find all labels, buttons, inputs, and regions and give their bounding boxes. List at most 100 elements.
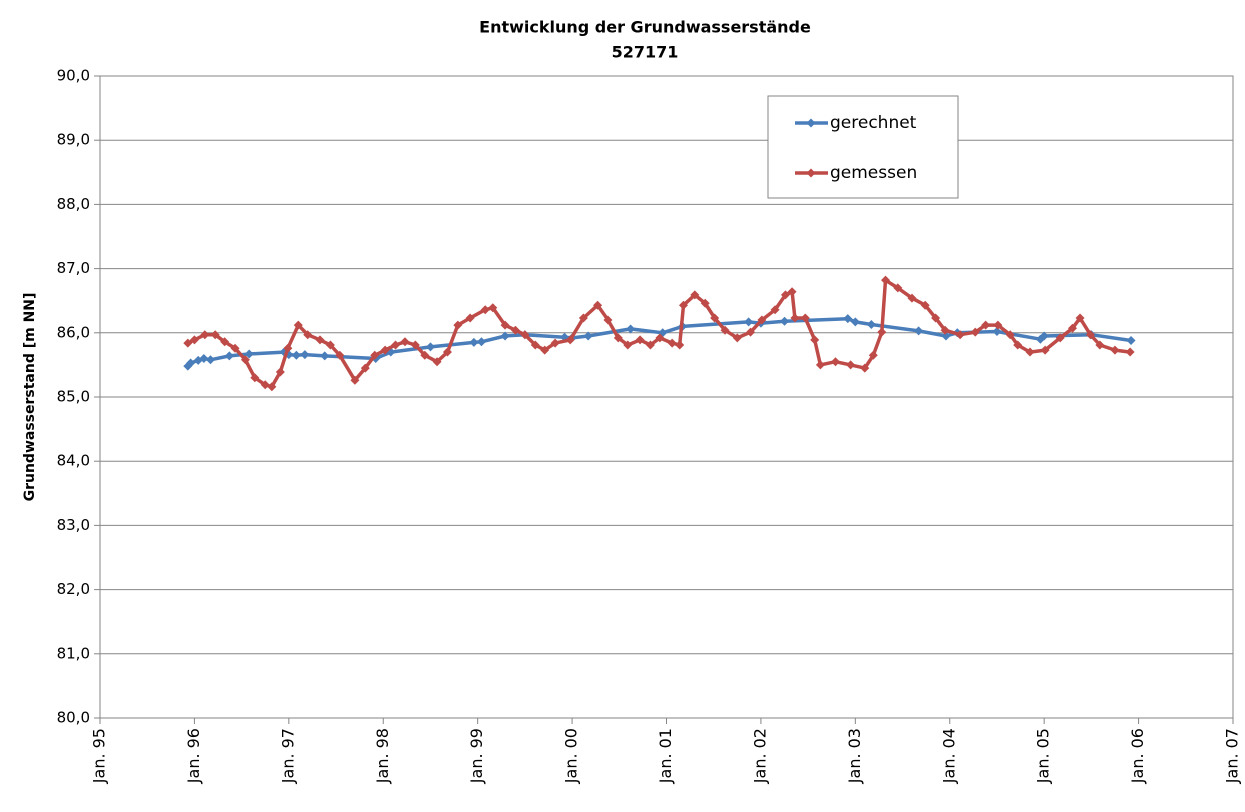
data-point — [300, 350, 310, 360]
data-point — [540, 345, 550, 355]
y-tick-label: 88,0 — [57, 195, 90, 213]
data-point — [260, 380, 270, 390]
data-point — [941, 331, 951, 341]
data-point — [432, 357, 442, 367]
x-tick-label: Jan. 07 — [1223, 728, 1242, 784]
data-point — [645, 340, 655, 350]
x-tick-label: Jan. 02 — [750, 728, 769, 784]
data-point — [770, 305, 780, 315]
data-point — [350, 375, 360, 385]
data-point — [667, 338, 677, 348]
data-point — [1040, 345, 1050, 355]
data-point — [790, 313, 800, 323]
x-tick-label: Jan. 05 — [1034, 728, 1053, 784]
data-point — [868, 350, 878, 360]
x-tick-label: Jan. 99 — [467, 728, 486, 784]
legend-marker — [806, 118, 816, 128]
data-point — [920, 300, 930, 310]
data-point — [335, 350, 345, 360]
data-point — [1013, 340, 1023, 350]
data-point — [907, 293, 917, 303]
data-point — [623, 340, 633, 350]
data-point — [183, 338, 193, 348]
x-tick-label: Jan. 04 — [939, 728, 958, 784]
data-point — [992, 327, 1002, 337]
data-point — [210, 330, 220, 340]
data-point — [914, 326, 924, 336]
data-point — [1125, 347, 1135, 357]
data-point — [675, 340, 685, 350]
data-point — [710, 313, 720, 323]
data-point — [613, 333, 623, 343]
chart-subtitle: 527171 — [612, 43, 679, 62]
data-point — [1095, 340, 1105, 350]
data-point — [720, 325, 730, 335]
data-point — [186, 358, 196, 368]
data-point — [850, 317, 860, 327]
data-point — [655, 333, 665, 343]
data-point — [1075, 313, 1085, 323]
legend-label: gemessen — [830, 163, 917, 183]
data-point — [530, 340, 540, 350]
data-point — [1005, 330, 1015, 340]
y-tick-label: 83,0 — [57, 516, 90, 534]
data-point — [293, 320, 303, 330]
data-point — [746, 327, 756, 337]
y-tick-label: 90,0 — [57, 67, 90, 85]
data-point — [635, 335, 645, 345]
data-point — [205, 355, 215, 365]
data-point — [480, 305, 490, 315]
data-point — [955, 330, 965, 340]
data-point — [500, 320, 510, 330]
data-point — [970, 327, 980, 337]
y-tick-label: 80,0 — [57, 709, 90, 727]
data-point — [780, 316, 790, 326]
data-point — [1110, 345, 1120, 355]
data-point — [442, 347, 452, 357]
data-point — [678, 300, 688, 310]
y-tick-label: 85,0 — [57, 388, 90, 406]
y-tick-label: 81,0 — [57, 644, 90, 662]
data-point — [360, 363, 370, 373]
y-tick-label: 84,0 — [57, 452, 90, 470]
data-point — [565, 335, 575, 345]
data-point — [220, 337, 230, 347]
data-point — [981, 320, 991, 330]
data-point — [224, 351, 234, 361]
data-point — [510, 325, 520, 335]
data-point — [283, 343, 293, 353]
data-point — [500, 331, 510, 341]
data-point — [230, 343, 240, 353]
data-point — [469, 337, 479, 347]
data-point — [199, 353, 209, 363]
data-point — [453, 320, 463, 330]
data-point — [1055, 333, 1065, 343]
x-tick-label: Jan. 01 — [656, 728, 675, 784]
x-tick-label: Jan. 95 — [90, 728, 109, 784]
data-point — [810, 335, 820, 345]
data-point — [250, 373, 260, 383]
y-tick-label: 86,0 — [57, 323, 90, 341]
data-point — [787, 287, 797, 297]
data-point — [1126, 336, 1136, 346]
data-point — [1067, 323, 1077, 333]
data-point — [320, 351, 330, 361]
data-point — [410, 340, 420, 350]
data-point — [993, 320, 1003, 330]
data-point — [931, 313, 941, 323]
data-point — [240, 355, 250, 365]
y-axis-label: Grundwasserstand [m NN] — [22, 293, 38, 502]
data-point — [815, 360, 825, 370]
data-point — [893, 283, 903, 293]
data-point — [780, 290, 790, 300]
data-point — [744, 317, 754, 327]
data-point — [603, 315, 613, 325]
y-tick-label: 87,0 — [57, 259, 90, 277]
data-point — [843, 314, 853, 324]
data-point — [244, 349, 254, 359]
x-tick-label: Jan. 96 — [184, 728, 203, 784]
data-point — [189, 335, 199, 345]
data-point — [380, 345, 390, 355]
data-point — [476, 337, 486, 347]
